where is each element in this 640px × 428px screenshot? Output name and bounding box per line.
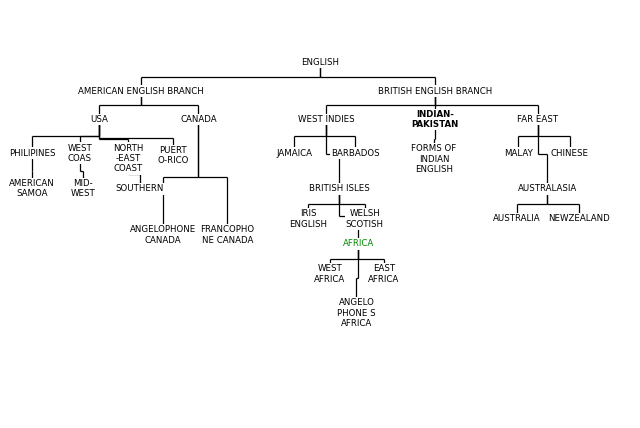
Text: The relationship between a numbers of different languages: The relationship between a numbers of di… [86,403,554,417]
Text: FAR EAST: FAR EAST [517,115,558,124]
Text: WELSH
SCOTISH: WELSH SCOTISH [346,209,384,229]
Text: BARBADOS: BARBADOS [331,149,380,158]
Text: PHILIPINES: PHILIPINES [9,149,55,158]
Text: WEST
COAS: WEST COAS [68,143,92,163]
Text: NEWZEALAND: NEWZEALAND [548,214,610,223]
Text: Academic IELTS Writing Task 1 Topic 30: Academic IELTS Writing Task 1 Topic 30 [113,9,527,28]
Text: ANGELO
PHONE S
AFRICA: ANGELO PHONE S AFRICA [337,298,376,328]
Text: CHINESE: CHINESE [550,149,589,158]
Text: FRANCOPHO
NE CANADA: FRANCOPHO NE CANADA [200,225,254,245]
Text: WEST
AFRICA: WEST AFRICA [314,265,345,284]
Text: FORMS OF
INDIAN
ENGLISH: FORMS OF INDIAN ENGLISH [412,144,456,174]
Text: MID-
WEST: MID- WEST [71,179,95,199]
Text: AUSTRALASIA: AUSTRALASIA [518,184,577,193]
Text: AMERICAN ENGLISH BRANCH: AMERICAN ENGLISH BRANCH [78,86,204,95]
Text: AFRICA: AFRICA [343,239,374,248]
Text: BRITISH ISLES: BRITISH ISLES [309,184,369,193]
Text: BRITISH ENGLISH BRANCH: BRITISH ENGLISH BRANCH [378,86,492,95]
Text: WEST INDIES: WEST INDIES [298,115,355,124]
Text: AMERICAN
SAMOA: AMERICAN SAMOA [9,179,55,199]
Text: NORTH
-EAST
COAST: NORTH -EAST COAST [113,144,143,173]
Text: MALAY: MALAY [504,149,533,158]
Text: CANADA: CANADA [180,115,217,124]
Text: EAST
AFRICA: EAST AFRICA [369,265,399,284]
Text: INDIAN-
PAKISTAN: INDIAN- PAKISTAN [412,110,459,129]
Text: SOUTHERN: SOUTHERN [115,184,164,193]
Text: AUSTRALIA: AUSTRALIA [493,214,541,223]
Text: ENGLISH: ENGLISH [301,58,339,67]
Text: JAMAICA: JAMAICA [276,149,312,158]
Text: PUERT
O-RICO: PUERT O-RICO [157,146,189,166]
Text: IRIS
ENGLISH: IRIS ENGLISH [289,209,328,229]
Text: ANGELOPHONE
CANADA: ANGELOPHONE CANADA [130,225,196,245]
Text: USA: USA [90,115,108,124]
